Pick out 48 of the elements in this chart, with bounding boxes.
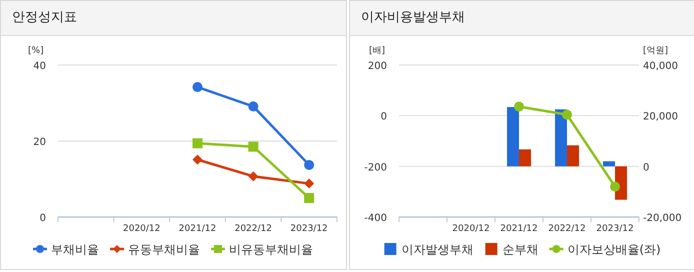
y-tick-label: 20 bbox=[33, 137, 46, 148]
x-tick-label: 2021/12 bbox=[500, 224, 538, 234]
point bbox=[304, 178, 314, 189]
point bbox=[192, 82, 202, 92]
legend-label: 이자보상배율(좌) bbox=[567, 242, 661, 256]
legend-label: 이자발생부채 bbox=[401, 242, 474, 256]
y-tick-label: 0 bbox=[40, 213, 46, 224]
point bbox=[248, 171, 258, 182]
bar bbox=[519, 149, 531, 166]
chart-title: 이자비용발생부채 bbox=[350, 1, 694, 36]
x-tick-label: 2022/12 bbox=[548, 224, 586, 234]
point bbox=[304, 160, 314, 170]
x-tick-label: 2020/12 bbox=[123, 224, 160, 234]
point bbox=[248, 142, 258, 152]
point bbox=[192, 138, 202, 148]
point bbox=[610, 182, 620, 192]
y2-tick-label: 0 bbox=[643, 162, 650, 174]
legend-label: 비유동부채비율 bbox=[229, 242, 313, 256]
point bbox=[304, 193, 314, 203]
point bbox=[514, 102, 524, 112]
y2-tick-label: -20,000 bbox=[643, 213, 682, 224]
bar bbox=[507, 107, 519, 166]
x-tick-label: 2021/12 bbox=[178, 224, 216, 234]
legend-label: 순부채 bbox=[502, 242, 538, 256]
y-tick-label: 0 bbox=[380, 112, 387, 123]
bar bbox=[615, 166, 627, 200]
x-tick-label: 2020/12 bbox=[452, 224, 490, 234]
y-tick-label: -200 bbox=[364, 162, 387, 174]
y-tick-label: 200 bbox=[368, 61, 387, 72]
y-tick-label: 40 bbox=[33, 61, 46, 72]
y2-tick-label: 20,000 bbox=[643, 112, 678, 123]
bar bbox=[555, 109, 567, 166]
y-axis-title: [%] bbox=[28, 46, 44, 56]
y2-axis-title: [억원] bbox=[643, 46, 668, 56]
x-tick-label: 2023/12 bbox=[290, 224, 328, 234]
x-tick-label: 2023/12 bbox=[596, 224, 634, 234]
bar bbox=[603, 161, 615, 166]
point bbox=[562, 110, 572, 120]
point bbox=[248, 101, 258, 112]
y-axis-title: [배] bbox=[369, 46, 386, 56]
y-tick-label: -400 bbox=[364, 213, 387, 224]
y2-tick-label: 40,000 bbox=[643, 61, 678, 72]
chart-title: 안정성지표 bbox=[1, 1, 346, 36]
point bbox=[192, 154, 202, 165]
bar bbox=[567, 145, 579, 166]
legend-label: 부채비율 bbox=[51, 242, 99, 256]
x-tick-label: 2022/12 bbox=[234, 224, 272, 234]
legend-label: 유동부채비율 bbox=[128, 242, 200, 256]
